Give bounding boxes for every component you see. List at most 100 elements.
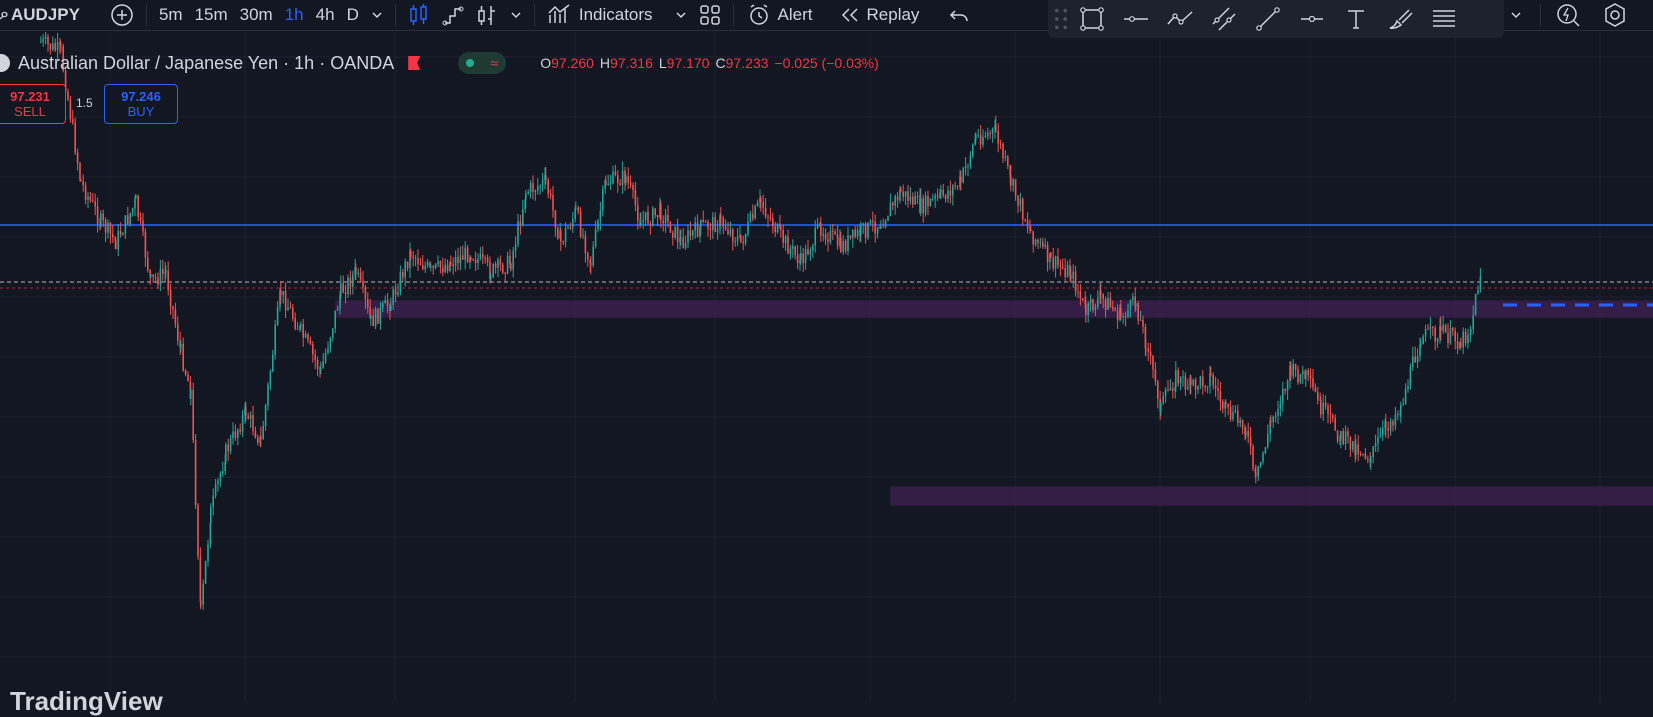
interval-5m[interactable]: 5m — [158, 5, 183, 24]
candle-body — [289, 307, 292, 309]
undo-button[interactable] — [943, 0, 975, 30]
indicators-button[interactable]: Indicators — [541, 0, 659, 30]
text-tool-button[interactable] — [1336, 3, 1376, 35]
candle-body — [684, 242, 687, 248]
legend-title[interactable]: Australian Dollar / Japanese Yen · 1h · … — [18, 52, 395, 73]
candle-body — [169, 289, 172, 307]
candle-body — [320, 367, 322, 370]
candle-body — [446, 264, 449, 271]
horizontal-ray-tool-button[interactable] — [1292, 3, 1332, 35]
candle-body — [92, 200, 94, 202]
buy-button[interactable]: 97.246 BUY — [104, 84, 178, 124]
candle-body — [682, 237, 684, 248]
candle-body — [1467, 335, 1469, 344]
candle-body — [572, 218, 574, 228]
market-status-badge[interactable]: ≈ — [458, 52, 507, 74]
candle-body — [1084, 299, 1086, 305]
candle-body — [882, 226, 884, 228]
bars-style-button[interactable] — [470, 0, 504, 30]
candle-body — [1069, 264, 1071, 276]
layout-button[interactable] — [693, 0, 727, 30]
compare-add-button[interactable] — [104, 0, 140, 30]
sell-button[interactable]: 97.231 SELL — [0, 84, 66, 124]
candle-body — [212, 495, 214, 508]
drag-handle[interactable] — [1054, 3, 1068, 35]
candle-body — [1112, 307, 1114, 309]
candle-body — [1282, 388, 1284, 404]
candle-body — [245, 406, 247, 417]
candle-body — [259, 436, 261, 443]
candle-body — [716, 229, 719, 233]
path-tool-button[interactable] — [1160, 3, 1200, 35]
indicators-icon — [548, 4, 570, 23]
interval-15m[interactable]: 15m — [194, 5, 228, 24]
open-label: O — [540, 55, 552, 71]
candle-body — [135, 195, 137, 199]
candle-body — [1097, 298, 1099, 308]
candle-body — [237, 429, 239, 439]
candle-body — [899, 189, 901, 201]
candle-body — [656, 214, 659, 218]
candle-body — [340, 283, 342, 296]
candle-body — [59, 42, 61, 45]
candle-body — [450, 262, 452, 265]
candle-body — [1092, 299, 1094, 310]
candle-body — [1464, 331, 1467, 344]
interval-1h[interactable]: 1h — [284, 5, 304, 24]
gear-icon — [1605, 3, 1625, 27]
quick-search-button[interactable] — [1555, 0, 1581, 30]
candle-body — [1257, 466, 1259, 477]
horizontal-line-tool-button[interactable] — [1116, 3, 1156, 35]
candle-body — [1272, 416, 1274, 422]
candle-body — [1397, 414, 1399, 416]
candle-body — [192, 390, 194, 440]
close-value: 97.233 — [725, 55, 769, 71]
line-style-button[interactable] — [436, 0, 470, 30]
candle-body — [1312, 378, 1314, 388]
candle-body — [372, 315, 374, 327]
candle-body — [474, 259, 477, 264]
supply-demand-zone-lower[interactable] — [889, 485, 1653, 507]
interval-dropdown-button[interactable] — [365, 0, 389, 30]
candle-body — [392, 289, 394, 305]
replay-button[interactable]: Replay — [833, 0, 926, 30]
candle-body — [1057, 256, 1059, 266]
flag-icon[interactable] — [408, 56, 421, 70]
candle-body — [1082, 298, 1084, 300]
alert-button[interactable]: Alert — [740, 0, 819, 30]
candle-body — [1222, 401, 1224, 409]
plus-circle-icon — [111, 4, 133, 26]
candle-body — [902, 191, 904, 197]
candle-body — [1407, 386, 1409, 390]
parallel-channel-tool-button[interactable] — [1204, 3, 1244, 35]
interval-4h[interactable]: 4h — [315, 5, 335, 24]
candle-body — [64, 70, 67, 92]
trend-line-tool-button[interactable] — [1248, 3, 1288, 35]
candle-body — [1402, 403, 1404, 406]
candle-body — [896, 196, 899, 201]
price-chart[interactable] — [0, 32, 1653, 702]
candle-body — [397, 292, 399, 295]
candle-body — [1372, 446, 1374, 458]
brush-tool-button[interactable] — [1380, 3, 1420, 35]
candle-body — [369, 307, 371, 319]
candles-style-button[interactable] — [402, 0, 436, 30]
candle-body — [204, 560, 207, 584]
drawing-toolbar-dropdown-button[interactable] — [1510, 0, 1522, 30]
candle-body — [322, 361, 324, 368]
symbol-search-button[interactable]: ⌕ AUDJPY — [0, 0, 86, 30]
supply-demand-zone-upper[interactable] — [334, 299, 1653, 319]
rectangle-tool-button[interactable] — [1072, 3, 1112, 35]
interval-d[interactable]: D — [346, 5, 359, 24]
candle-body — [814, 228, 816, 246]
indicators-dropdown-button[interactable] — [669, 0, 693, 30]
candle-body — [94, 201, 96, 207]
candle-body — [742, 241, 744, 244]
interval-30m[interactable]: 30m — [239, 5, 273, 24]
candle-body — [1249, 436, 1252, 447]
candle-body — [1284, 388, 1286, 391]
settings-button[interactable] — [1602, 0, 1628, 30]
chart-type-dropdown-button[interactable] — [504, 0, 528, 30]
candle-body — [165, 270, 167, 272]
lines-menu-button[interactable] — [1424, 3, 1464, 35]
